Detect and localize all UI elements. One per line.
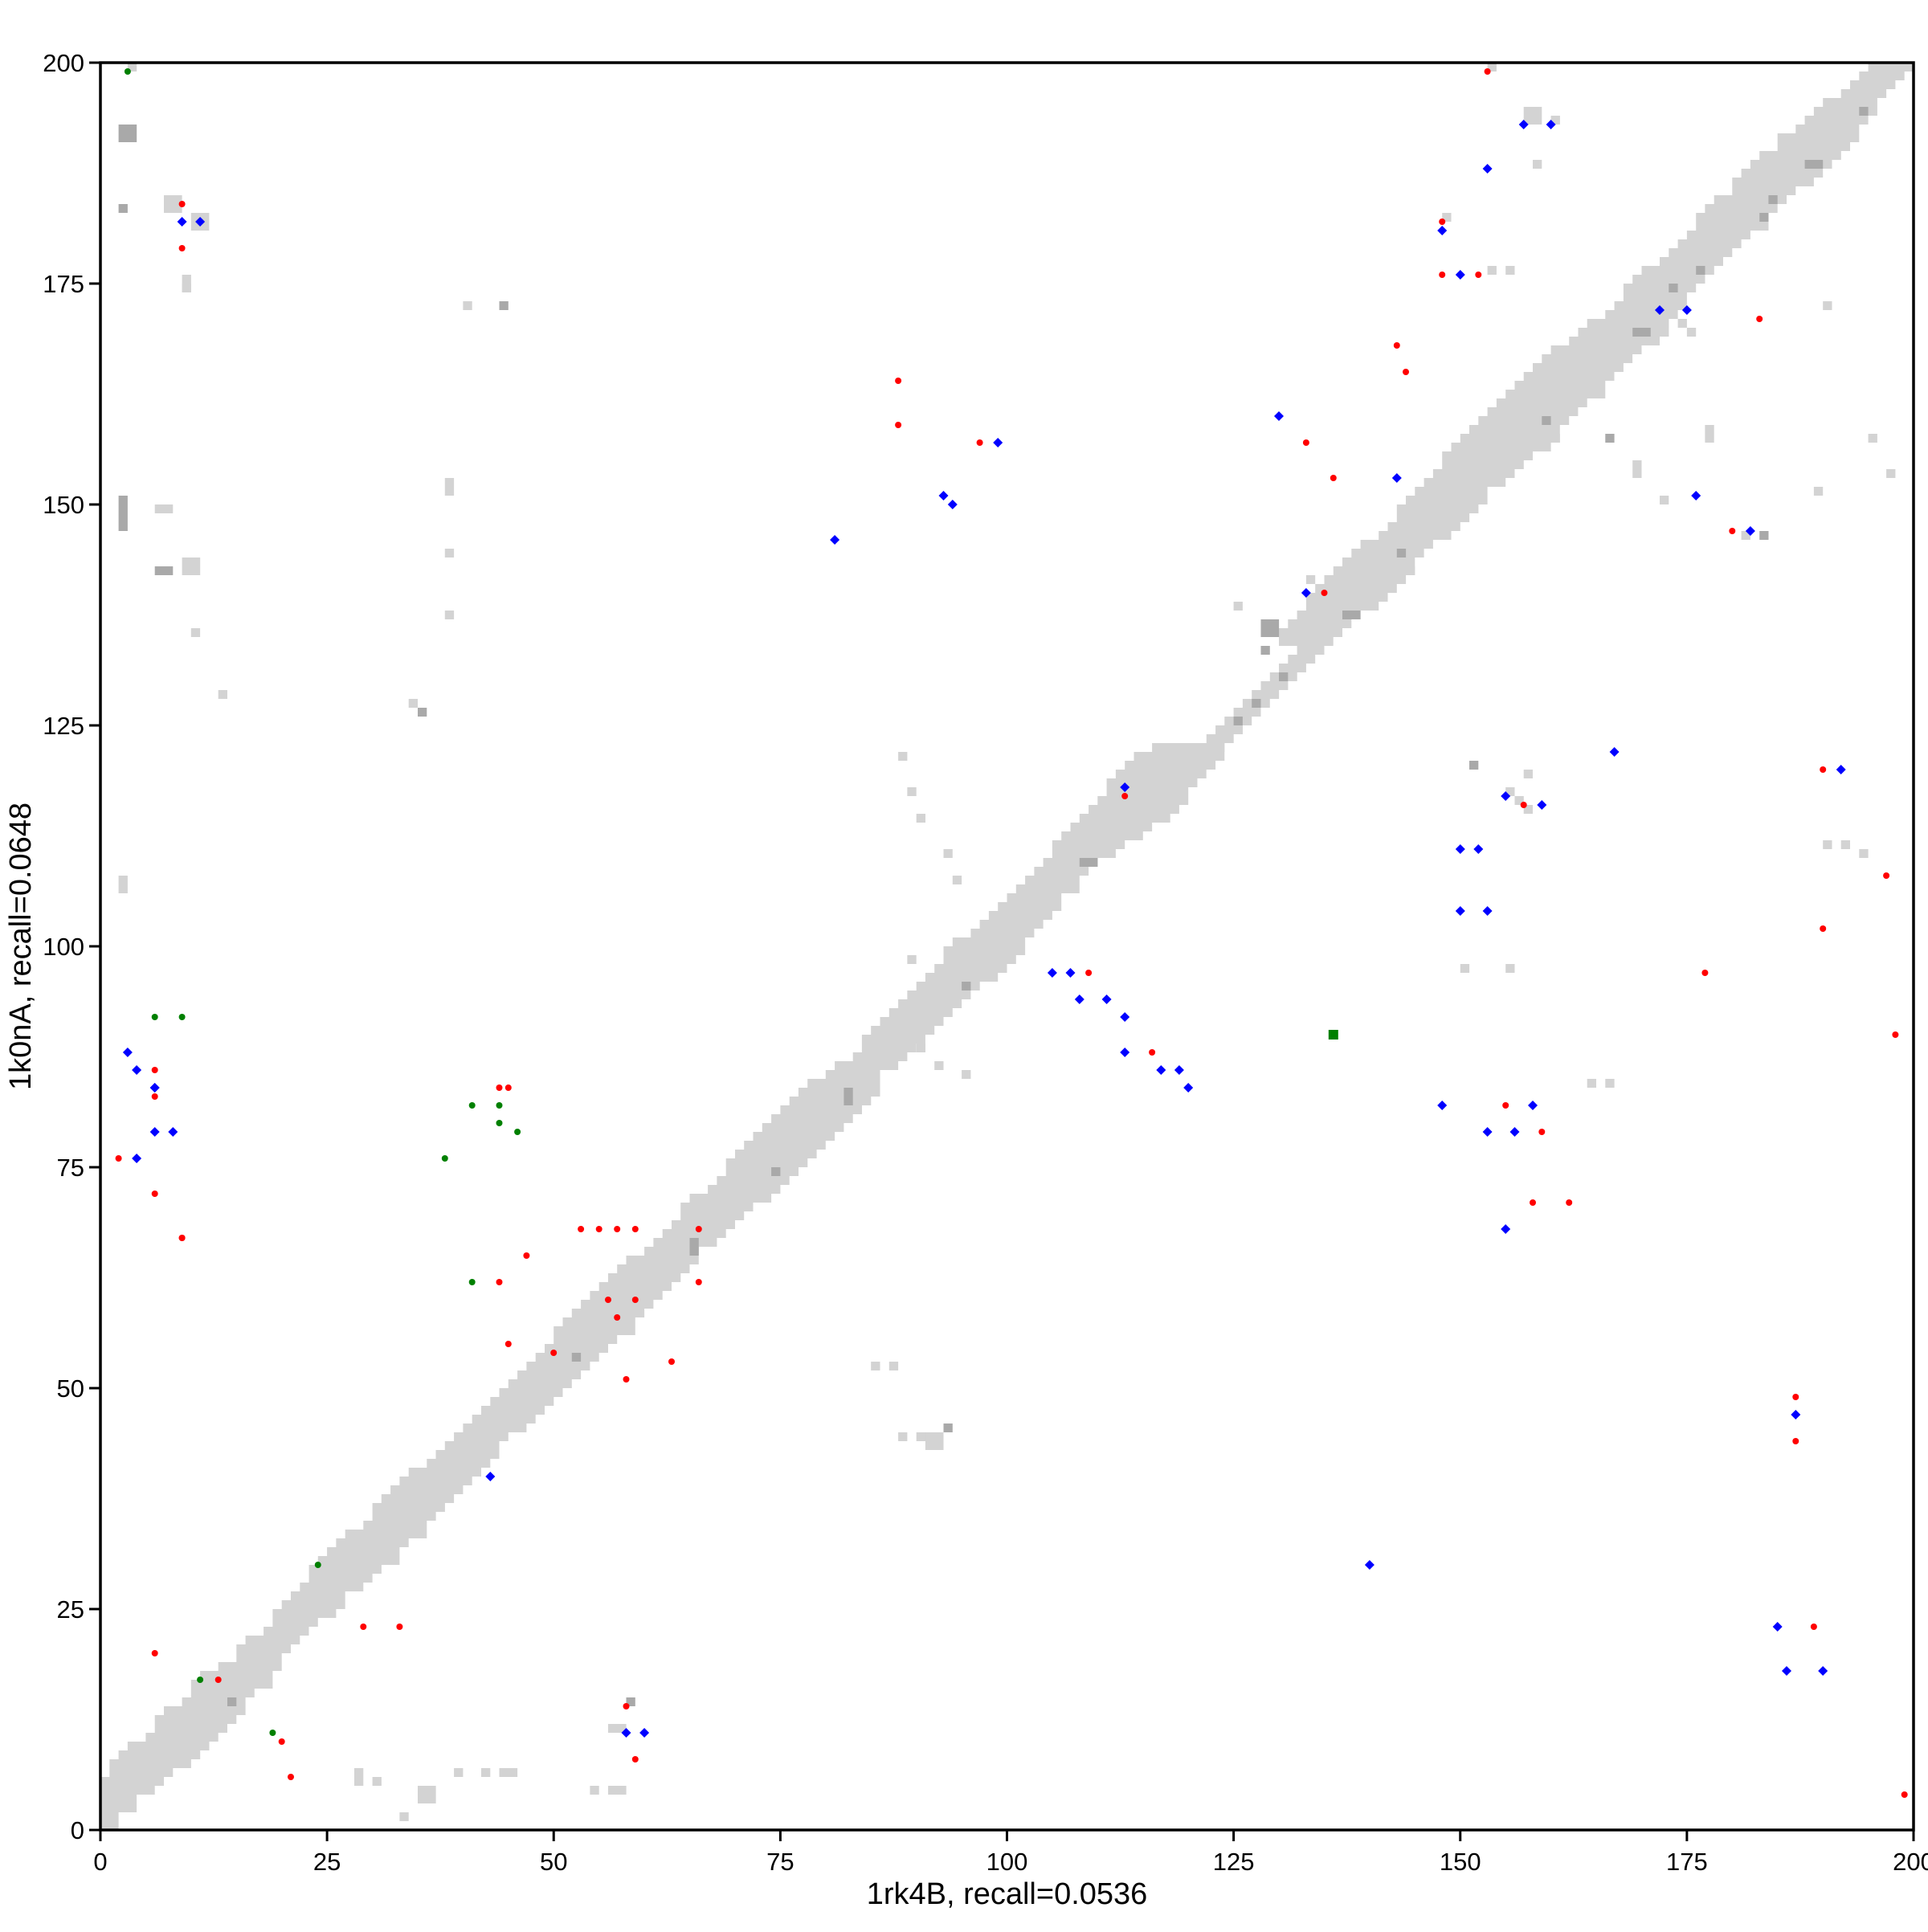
svg-text:0: 0 xyxy=(93,1848,107,1876)
svg-text:200: 200 xyxy=(43,49,84,77)
svg-text:25: 25 xyxy=(313,1848,341,1876)
svg-text:0: 0 xyxy=(71,1816,84,1844)
svg-text:150: 150 xyxy=(43,491,84,519)
svg-text:75: 75 xyxy=(766,1848,794,1876)
svg-text:200: 200 xyxy=(1893,1848,1928,1876)
svg-text:50: 50 xyxy=(57,1374,84,1403)
svg-text:100: 100 xyxy=(43,933,84,961)
svg-text:75: 75 xyxy=(57,1154,84,1182)
svg-text:175: 175 xyxy=(43,270,84,298)
svg-text:100: 100 xyxy=(986,1848,1028,1876)
svg-text:1k0nA, recall=0.0648: 1k0nA, recall=0.0648 xyxy=(4,803,38,1090)
svg-text:125: 125 xyxy=(1213,1848,1255,1876)
svg-text:1rk4B, recall=0.0536: 1rk4B, recall=0.0536 xyxy=(867,1877,1148,1911)
svg-text:25: 25 xyxy=(57,1595,84,1624)
svg-text:150: 150 xyxy=(1440,1848,1481,1876)
svg-text:50: 50 xyxy=(540,1848,567,1876)
svg-text:175: 175 xyxy=(1666,1848,1708,1876)
svg-text:125: 125 xyxy=(43,712,84,740)
